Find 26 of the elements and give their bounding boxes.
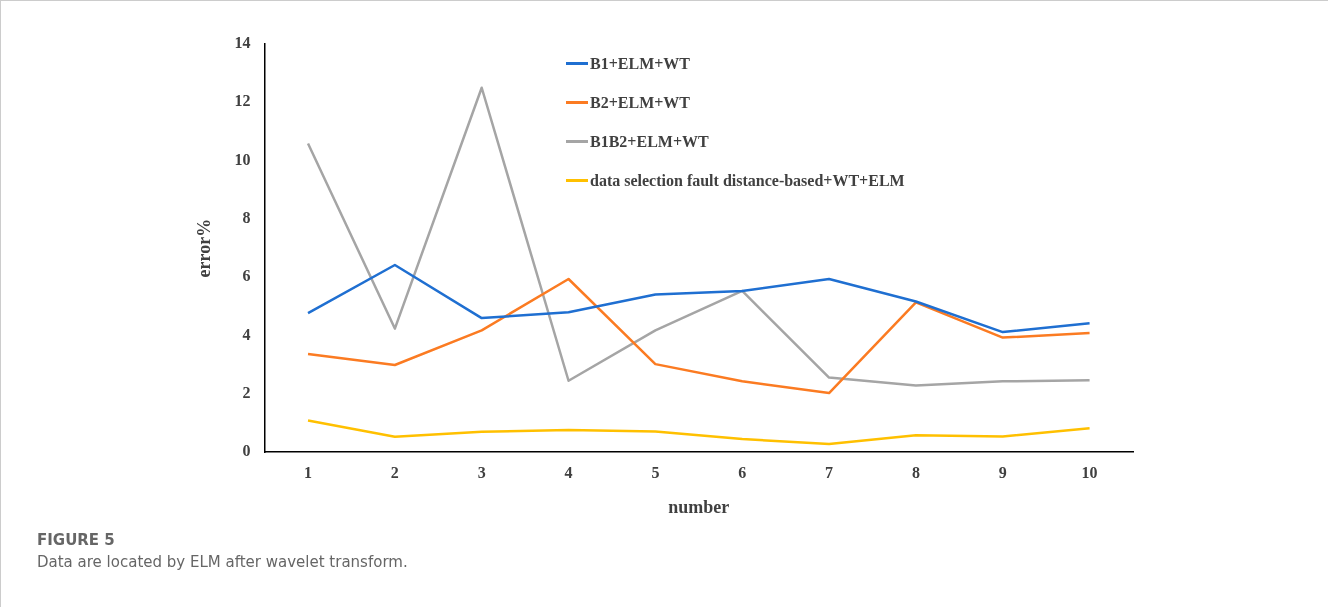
x-tick-label: 9 [998, 463, 1007, 481]
caption: FIGURE 5 [37, 531, 116, 549]
x-tick-label: 7 [825, 463, 834, 481]
x-tick-label: 2 [390, 463, 399, 481]
x-axis-title: number [668, 496, 730, 517]
legend-label: B2+ELM+WT [590, 93, 691, 112]
y-tick-label: 4 [242, 325, 251, 343]
x-tick-label: 3 [477, 463, 486, 481]
legend-label: data selection fault distance-based+WT+ELM [590, 171, 905, 190]
x-tick-label: 1 [304, 463, 313, 481]
y-tick-label: 12 [234, 92, 251, 110]
x-tick-label: 6 [738, 463, 747, 481]
legend-label: B1B2+ELM+WT [590, 132, 709, 151]
x-tick-label: 5 [651, 463, 660, 481]
y-tick-label: 6 [242, 267, 251, 285]
x-tick-label: 10 [1081, 463, 1098, 481]
legend-label: B1+ELM+WT [590, 54, 691, 73]
y-axis-title: error% [194, 218, 215, 278]
y-tick-label: 10 [234, 150, 251, 168]
y-tick-label: 0 [242, 442, 251, 460]
x-tick-label: 8 [911, 463, 920, 481]
x-tick-label: 4 [564, 463, 573, 481]
y-tick-label: 8 [242, 209, 251, 227]
text: Data are located by ELM after wavelet transform. [37, 553, 408, 571]
y-tick-label: 14 [234, 34, 251, 52]
y-tick-label: 2 [242, 384, 251, 402]
